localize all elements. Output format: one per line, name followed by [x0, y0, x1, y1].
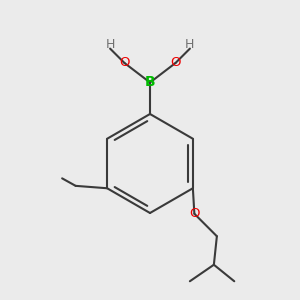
Text: H: H: [185, 38, 195, 52]
Text: O: O: [189, 207, 200, 220]
Text: H: H: [105, 38, 115, 52]
Text: O: O: [170, 56, 181, 70]
Text: B: B: [145, 76, 155, 89]
Text: O: O: [119, 56, 130, 70]
